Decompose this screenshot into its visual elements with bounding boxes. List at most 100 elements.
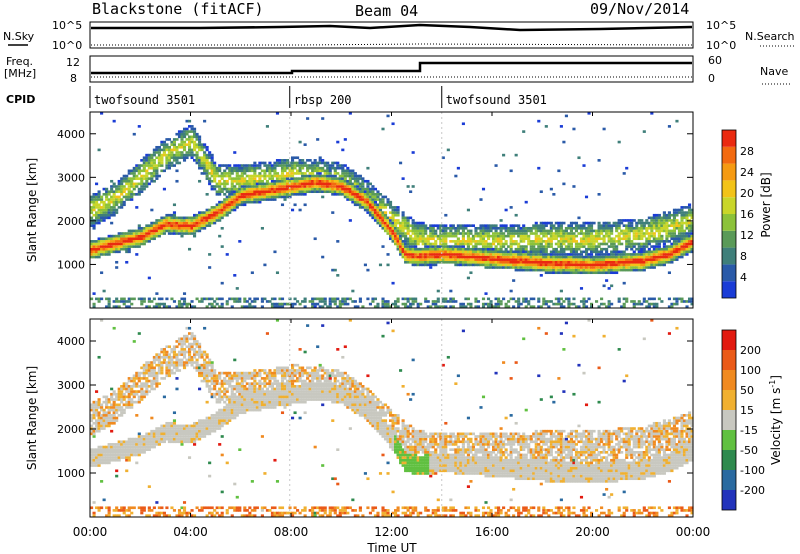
power-cell [394,302,398,306]
power-cell [147,226,151,230]
velocity-cell [112,419,116,422]
power-cell [584,260,589,264]
velocity-cell [117,403,121,407]
velocity-cell [90,419,94,422]
power-cell [180,132,184,136]
power-cell [175,179,179,183]
power-cell [680,297,684,301]
power-cell [245,179,249,183]
power-cell [612,266,616,269]
power-cell [150,153,154,157]
power-cell [404,253,408,256]
power-cell [587,112,591,115]
power-cell [539,237,543,241]
power-cell [152,229,156,233]
velocity-cell [142,377,146,380]
power-cell [416,221,420,225]
power-cell [391,206,395,209]
velocity-cell [110,429,114,433]
power-cell [172,211,177,214]
power-cell [690,213,694,217]
power-cell [552,255,556,259]
power-cell [396,229,400,233]
power-cell [471,253,476,256]
power-cell [499,229,503,233]
power-cell [434,240,438,243]
power-cell [416,260,420,264]
power-cell [97,211,101,214]
power-cell [152,232,156,235]
velocity-cell [97,427,101,430]
power-cell [308,174,312,178]
power-cell [225,300,229,303]
power-cell [640,226,644,230]
power-cell [637,260,641,264]
power-cell [233,185,237,188]
power-cell [670,260,674,264]
velocity-cell [150,435,154,438]
velocity-cell [100,424,104,428]
power-cell [187,153,192,157]
velocity-cell [97,406,101,409]
power-cell [607,240,611,243]
power-cell [660,219,664,222]
power-cell [426,250,430,254]
power-cell [461,245,465,248]
power-cell [127,172,131,175]
power-cell [512,260,516,264]
power-cell [640,302,644,306]
power-cell [414,232,418,235]
power-cell [685,253,689,256]
power-cell [110,190,114,194]
power-cell [534,221,538,225]
power-cell [303,193,307,196]
velocity-cell [142,390,146,393]
power-cell [323,177,327,180]
power-cell [175,159,179,162]
power-heatmap [90,112,694,308]
power-cell [687,240,692,243]
power-cell [200,226,204,230]
power-cell [610,250,614,254]
power-cell [92,198,96,201]
power-cell [421,242,425,246]
velocity-cell [102,419,106,422]
power-cell [280,166,285,170]
power-cell [665,226,669,230]
power-cell [394,232,398,235]
power-cell [569,263,573,267]
power-cell [404,258,408,261]
power-cell [544,229,548,233]
velocity-cell [117,414,121,417]
power-cell [461,258,465,261]
power-cell [579,287,584,290]
power-cell [419,247,423,251]
power-cell [662,213,666,217]
power-cell [489,224,493,227]
velocity-cell [137,440,141,444]
power-cell [298,185,302,188]
power-cell [645,300,649,303]
power-cell [255,174,259,178]
velocity-cell [132,390,136,393]
velocity-cell [140,509,144,512]
power-cell [625,245,629,248]
power-cell [137,226,141,230]
velocity-cell [160,440,164,444]
power-cell [388,234,393,238]
power-cell [592,221,596,225]
power-cell [434,242,438,246]
velocity-cell [92,408,96,412]
power-cell [539,266,543,269]
power-cell [210,216,214,220]
power-cell [401,250,405,254]
power-cell [258,177,262,180]
velocity-cell [120,443,124,446]
power-cell [414,234,418,238]
power-cell [662,253,666,256]
power-cell [273,174,277,178]
power-cell [587,226,591,230]
power-cell [383,213,388,217]
velocity-cell [165,437,169,441]
power-cell [637,234,641,238]
